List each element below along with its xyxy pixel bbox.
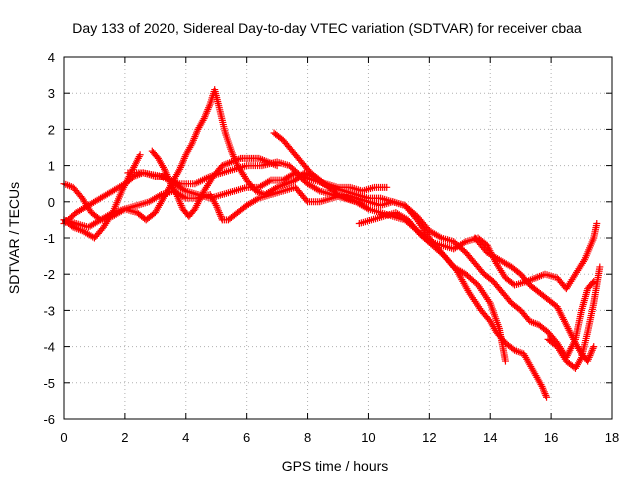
data-point-marker	[296, 171, 304, 179]
series-arc-6	[148, 147, 281, 220]
data-point-marker	[590, 343, 598, 351]
data-point-marker	[596, 263, 604, 271]
x-axis-ticks: 0 2 4 6 8 10 12 14 16 18	[60, 57, 619, 445]
series-arc-8	[355, 209, 551, 401]
data-point-marker	[593, 220, 601, 228]
series-arc-7	[270, 129, 372, 213]
data-point-marker	[302, 196, 310, 204]
data-point-marker	[273, 162, 281, 170]
data-marks	[60, 86, 604, 401]
series-arc-4	[60, 86, 598, 361]
data-point-marker	[543, 393, 551, 401]
x-tick-label: 2	[121, 430, 128, 445]
y-tick-label: -1	[43, 231, 55, 246]
x-tick-label: 16	[544, 430, 558, 445]
y-tick-label: 0	[48, 195, 55, 210]
data-point-marker	[383, 183, 391, 191]
data-point-marker	[589, 279, 597, 287]
y-tick-label: -2	[43, 267, 55, 282]
x-tick-label: 10	[361, 430, 375, 445]
y-tick-label: -4	[43, 340, 55, 355]
x-tick-label: 8	[304, 430, 311, 445]
series-arc-1	[60, 180, 509, 365]
x-tick-label: 12	[422, 430, 436, 445]
x-tick-label: 4	[182, 430, 189, 445]
data-point-marker	[136, 151, 144, 159]
series-arc-10	[544, 263, 604, 372]
chart-title: Day 133 of 2020, Sidereal Day-to-day VTE…	[72, 20, 582, 36]
x-tick-label: 0	[60, 430, 67, 445]
data-point-marker	[501, 357, 509, 365]
y-tick-label: 1	[48, 159, 55, 174]
x-tick-label: 14	[483, 430, 497, 445]
x-tick-label: 18	[605, 430, 619, 445]
x-axis-label: GPS time / hours	[282, 458, 389, 474]
series-arc-9	[471, 234, 598, 365]
y-tick-label: -6	[43, 412, 55, 427]
y-tick-label: -3	[43, 303, 55, 318]
x-tick-label: 6	[243, 430, 250, 445]
data-point-marker	[364, 205, 372, 213]
y-tick-label: 2	[48, 122, 55, 137]
y-axis-label: SDTVAR / TECUs	[6, 182, 22, 294]
y-tick-label: 3	[48, 86, 55, 101]
y-tick-label: 4	[48, 50, 55, 65]
y-tick-label: -5	[43, 376, 55, 391]
y-axis-ticks: -6 -5 -4 -3 -2 -1 0 1 2 3 4	[43, 50, 612, 427]
